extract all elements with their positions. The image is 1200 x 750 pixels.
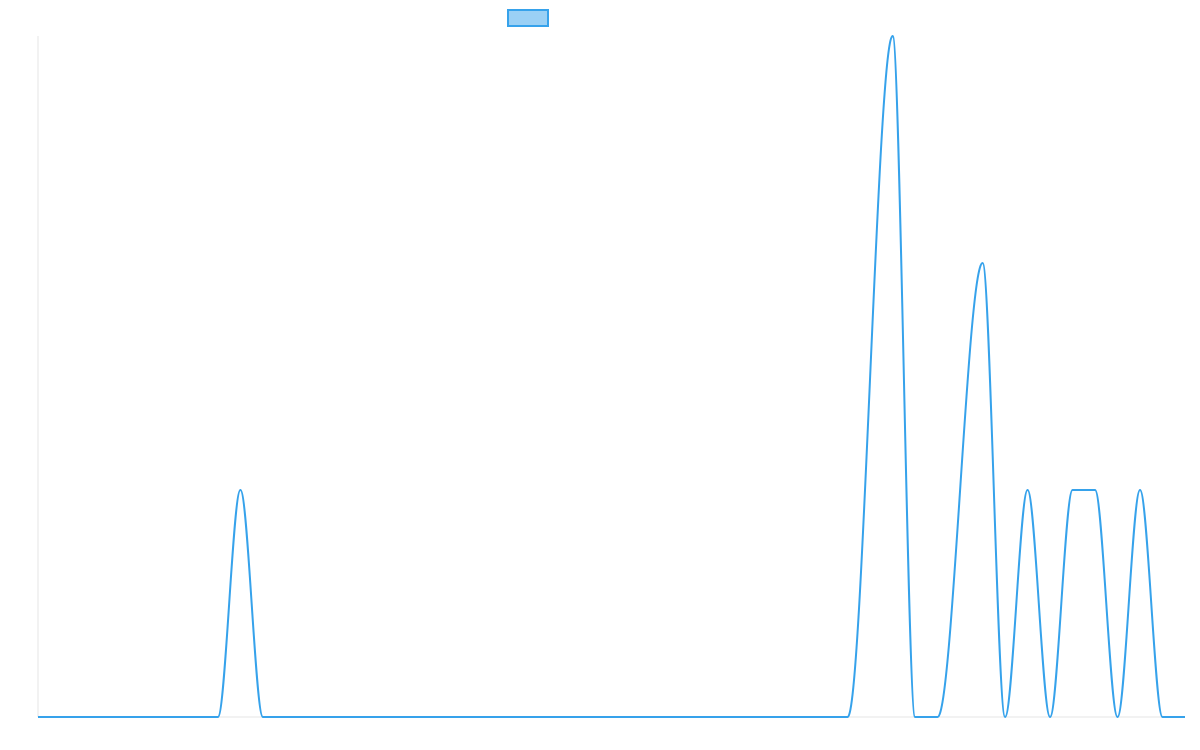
legend[interactable]: [507, 9, 549, 27]
legend-swatch[interactable]: [507, 9, 549, 27]
axes: [37, 36, 1185, 718]
series-layer: [37, 35, 1185, 719]
series-line-1: [37, 35, 1185, 719]
